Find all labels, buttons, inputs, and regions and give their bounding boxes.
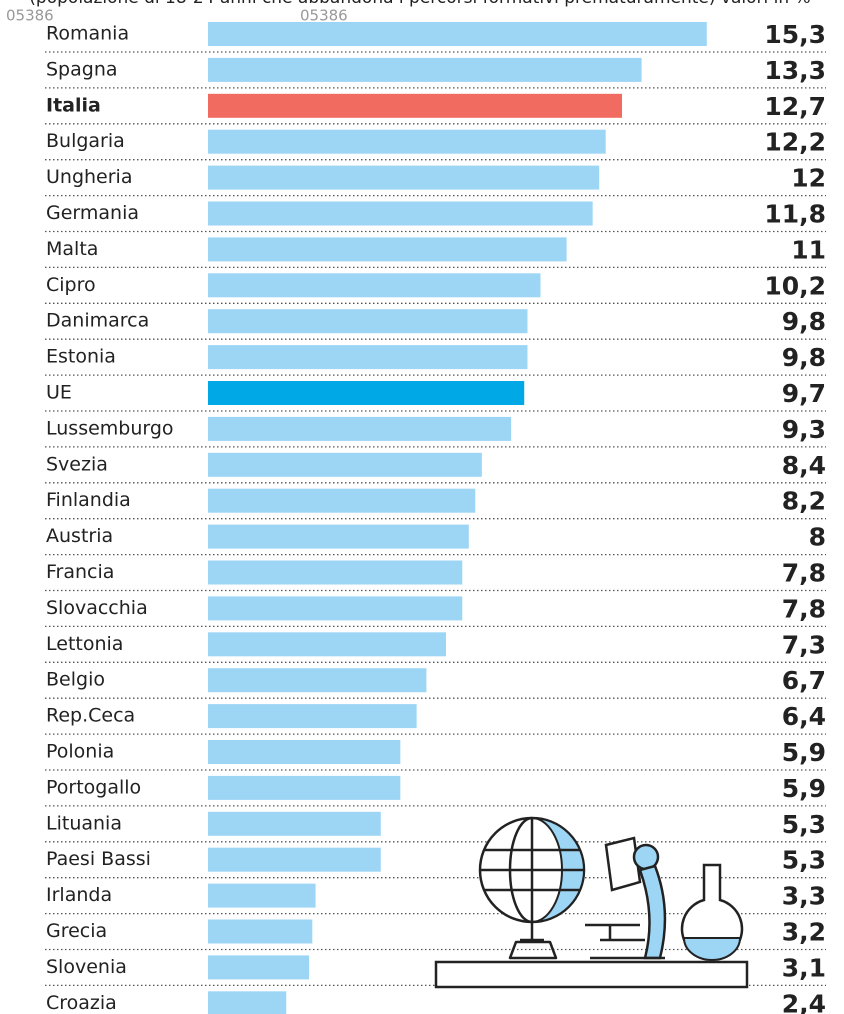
value-label: 7,8 <box>782 559 826 588</box>
table <box>434 960 749 989</box>
category-label: Cipro <box>46 274 96 296</box>
value-label: 8,4 <box>782 451 826 480</box>
value-label: 13,3 <box>764 56 826 85</box>
value-label: 3,2 <box>782 918 826 947</box>
bar <box>208 704 417 729</box>
bar <box>208 919 313 944</box>
value-label: 5,3 <box>782 846 826 875</box>
category-label: Danimarca <box>46 310 149 332</box>
category-label: Belgio <box>46 669 105 691</box>
bar <box>208 93 623 118</box>
bar <box>208 345 528 370</box>
microscope-base <box>585 923 665 960</box>
bar <box>208 883 316 908</box>
bar <box>208 740 401 764</box>
value-label: 8 <box>809 523 826 552</box>
category-label: Lettonia <box>46 633 123 655</box>
bar <box>208 57 642 82</box>
category-label: Grecia <box>46 920 107 942</box>
microscope-arm <box>638 864 667 960</box>
value-label: 9,7 <box>782 379 826 408</box>
bar <box>208 955 310 980</box>
category-label: Lituania <box>46 812 122 834</box>
category-label: Slovacchia <box>46 597 148 619</box>
value-label: 12,2 <box>764 128 826 157</box>
value-label: 7,8 <box>782 594 826 623</box>
bar <box>208 237 567 262</box>
bar <box>208 201 593 226</box>
subtitle: (popolazione di 18-24 anni che abbandona… <box>29 0 810 8</box>
bar <box>208 165 600 190</box>
category-label: Italia <box>46 94 101 116</box>
value-label: 5,9 <box>782 774 826 803</box>
category-label: Finlandia <box>46 489 131 511</box>
value-label: 11 <box>791 235 826 264</box>
category-label: Svezia <box>46 453 108 475</box>
bar <box>208 309 528 334</box>
bar <box>208 381 525 405</box>
value-label: 11,8 <box>764 200 826 229</box>
category-label: Bulgaria <box>46 130 125 152</box>
value-label: 9,3 <box>782 415 826 444</box>
value-label: 6,4 <box>782 702 826 731</box>
flask-liquid <box>682 937 742 961</box>
bar <box>208 811 381 836</box>
category-label: UE <box>46 382 72 404</box>
category-label: Ungheria <box>46 166 132 188</box>
value-label: 12,7 <box>764 92 826 121</box>
bar <box>208 488 476 513</box>
bar <box>208 668 427 693</box>
watermark: 05386 <box>300 7 348 25</box>
bar <box>208 847 381 872</box>
category-label: Malta <box>46 238 98 260</box>
illustration <box>434 816 749 989</box>
bar <box>208 560 463 585</box>
bar <box>208 129 606 154</box>
bar <box>208 775 401 800</box>
category-label: Spagna <box>46 58 118 80</box>
category-label: Francia <box>46 561 114 583</box>
rows: Romania 15,3 Spagna 13,3 Italia 12,7 Bulgaria 1… <box>45 20 826 1014</box>
category-label: Portogallo <box>46 776 141 798</box>
value-label: 8,2 <box>782 487 826 516</box>
value-label: 9,8 <box>782 343 826 372</box>
value-label: 2,4 <box>782 989 826 1014</box>
bar <box>208 22 707 46</box>
bar <box>208 632 446 657</box>
value-label: 15,3 <box>764 20 826 49</box>
value-label: 3,1 <box>782 953 826 982</box>
microscope-tube <box>604 836 642 892</box>
value-label: 3,3 <box>782 882 826 911</box>
bar <box>208 991 287 1014</box>
value-label: 10,2 <box>764 271 826 300</box>
category-label: Lussemburgo <box>46 417 174 439</box>
category-label: Irlanda <box>46 884 112 906</box>
globe-stand <box>508 922 558 960</box>
bar <box>208 452 482 477</box>
value-label: 12 <box>791 164 826 193</box>
category-label: Austria <box>46 525 113 547</box>
value-label: 5,3 <box>782 810 826 839</box>
value-label: 6,7 <box>782 666 826 695</box>
watermark: 05386 <box>6 7 54 25</box>
bar <box>208 416 512 441</box>
category-label: Croazia <box>46 992 117 1014</box>
bar <box>208 524 469 549</box>
category-label: Paesi Bassi <box>46 848 151 870</box>
category-label: Estonia <box>46 346 116 368</box>
value-label: 5,9 <box>782 738 826 767</box>
category-label: Rep.Ceca <box>46 705 135 727</box>
category-label: Germania <box>46 202 139 224</box>
category-label: Romania <box>46 23 129 45</box>
category-label: Polonia <box>46 741 114 763</box>
globe-lines <box>480 816 584 924</box>
bar <box>208 596 463 621</box>
value-label: 7,3 <box>782 630 826 659</box>
value-label: 9,8 <box>782 307 826 336</box>
bar <box>208 273 541 298</box>
category-label: Slovenia <box>46 956 127 978</box>
